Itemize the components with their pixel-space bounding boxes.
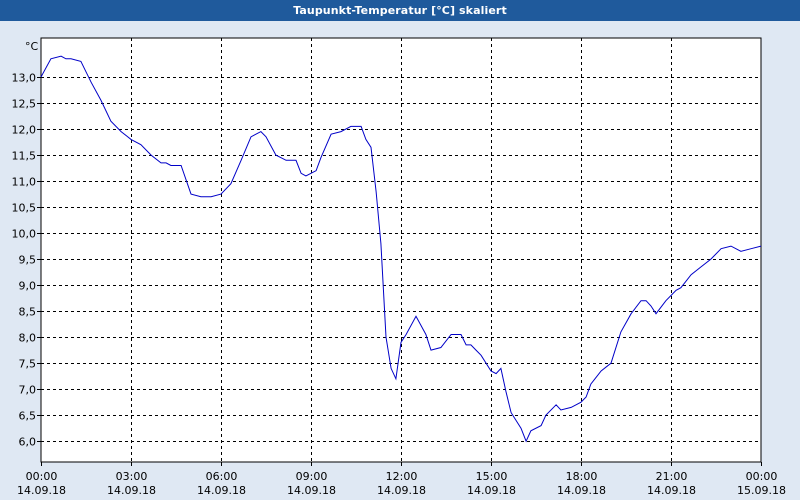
- x-tick-time-label: 12:00: [386, 470, 418, 483]
- y-axis-ticks: 13,0 12,5 12,0 11,5 11,0 10,5 10,0 9,5 9,0 8,5 8,0…: [12, 72, 41, 449]
- y-tick-label: 12,0: [12, 124, 37, 137]
- x-tick-time-label: 21:00: [656, 470, 688, 483]
- y-tick-label: 10,0: [12, 228, 37, 241]
- x-tick-date-label: 14.09.18: [287, 484, 336, 497]
- y-tick-label: 12,5: [12, 98, 37, 111]
- x-tick-date-label: 14.09.18: [467, 484, 516, 497]
- x-tick-date-label: 14.09.18: [107, 484, 156, 497]
- x-tick-time-label: 00:00: [746, 470, 778, 483]
- grid-lines: [41, 38, 761, 462]
- x-tick-date-label: 14.09.18: [197, 484, 246, 497]
- y-tick-label: 10,5: [12, 202, 37, 215]
- y-tick-label: 9,0: [19, 280, 37, 293]
- y-tick-label: 8,0: [19, 332, 37, 345]
- y-tick-label: 6,0: [19, 436, 37, 449]
- x-tick-time-label: 15:00: [476, 470, 508, 483]
- x-axis-ticks: 00:0014.09.1803:0014.09.1806:0014.09.180…: [17, 462, 786, 497]
- x-tick-date-label: 15.09.18: [737, 484, 786, 497]
- y-tick-label: 8,5: [19, 306, 37, 319]
- x-tick-time-label: 00:00: [26, 470, 58, 483]
- y-tick-label: 9,5: [19, 254, 37, 267]
- x-tick-date-label: 14.09.18: [17, 484, 66, 497]
- chart-title: Taupunkt-Temperatur [°C] skaliert: [0, 0, 800, 21]
- x-tick-time-label: 03:00: [116, 470, 148, 483]
- y-tick-label: 13,0: [12, 72, 37, 85]
- x-tick-date-label: 14.09.18: [647, 484, 696, 497]
- x-tick-time-label: 09:00: [296, 470, 328, 483]
- x-tick-time-label: 18:00: [566, 470, 598, 483]
- x-tick-date-label: 14.09.18: [557, 484, 606, 497]
- series-line: [40, 55, 762, 443]
- x-tick-time-label: 06:00: [206, 470, 238, 483]
- x-tick-date-label: 14.09.18: [377, 484, 426, 497]
- y-tick-label: 11,5: [12, 150, 37, 163]
- y-tick-label: 6,5: [19, 410, 37, 423]
- y-tick-label: 7,5: [19, 358, 37, 371]
- y-tick-label: 11,0: [12, 176, 37, 189]
- y-tick-label: 7,0: [19, 384, 37, 397]
- y-axis-label: °C: [25, 40, 39, 53]
